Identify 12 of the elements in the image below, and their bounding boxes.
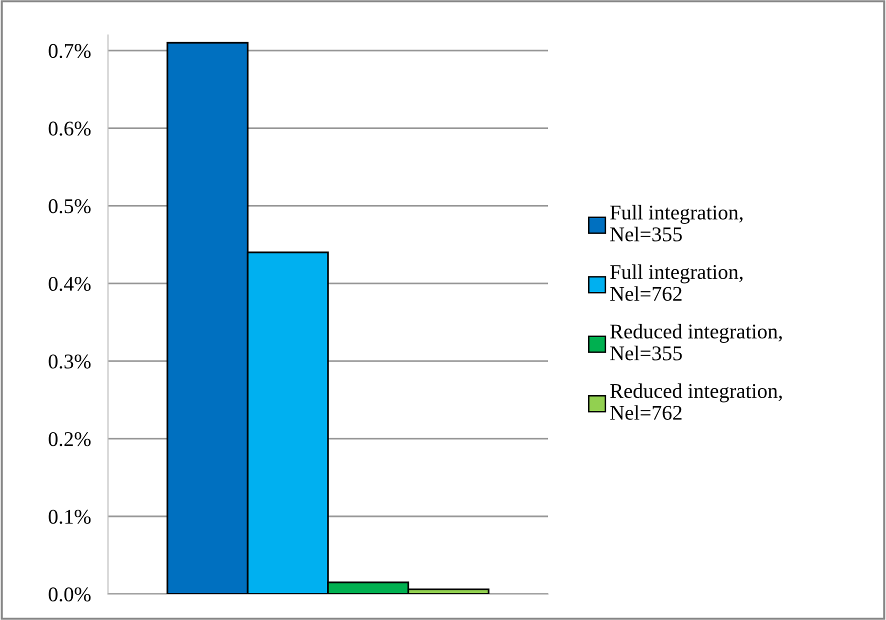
y-tick-label: 0.0%	[48, 587, 91, 602]
y-tick-label: 0.7%	[48, 44, 91, 58]
legend-label: Full integration, Nel=762	[610, 264, 743, 301]
y-tick-label: 0.3%	[48, 354, 91, 369]
y-tick-label: 0.2%	[48, 432, 91, 446]
y-tick-label: 0.6%	[48, 122, 91, 136]
y-tick-label: 0.1%	[48, 510, 91, 524]
legend-label: Reduced integration, Nel=355	[610, 324, 782, 360]
y-tick-label: 0.5%	[48, 199, 91, 214]
legend-label: Full integration, Nel=355	[610, 204, 743, 242]
y-tick-label: 0.4%	[48, 276, 91, 291]
legend-label: Reduced integration, Nel=762	[610, 383, 782, 420]
